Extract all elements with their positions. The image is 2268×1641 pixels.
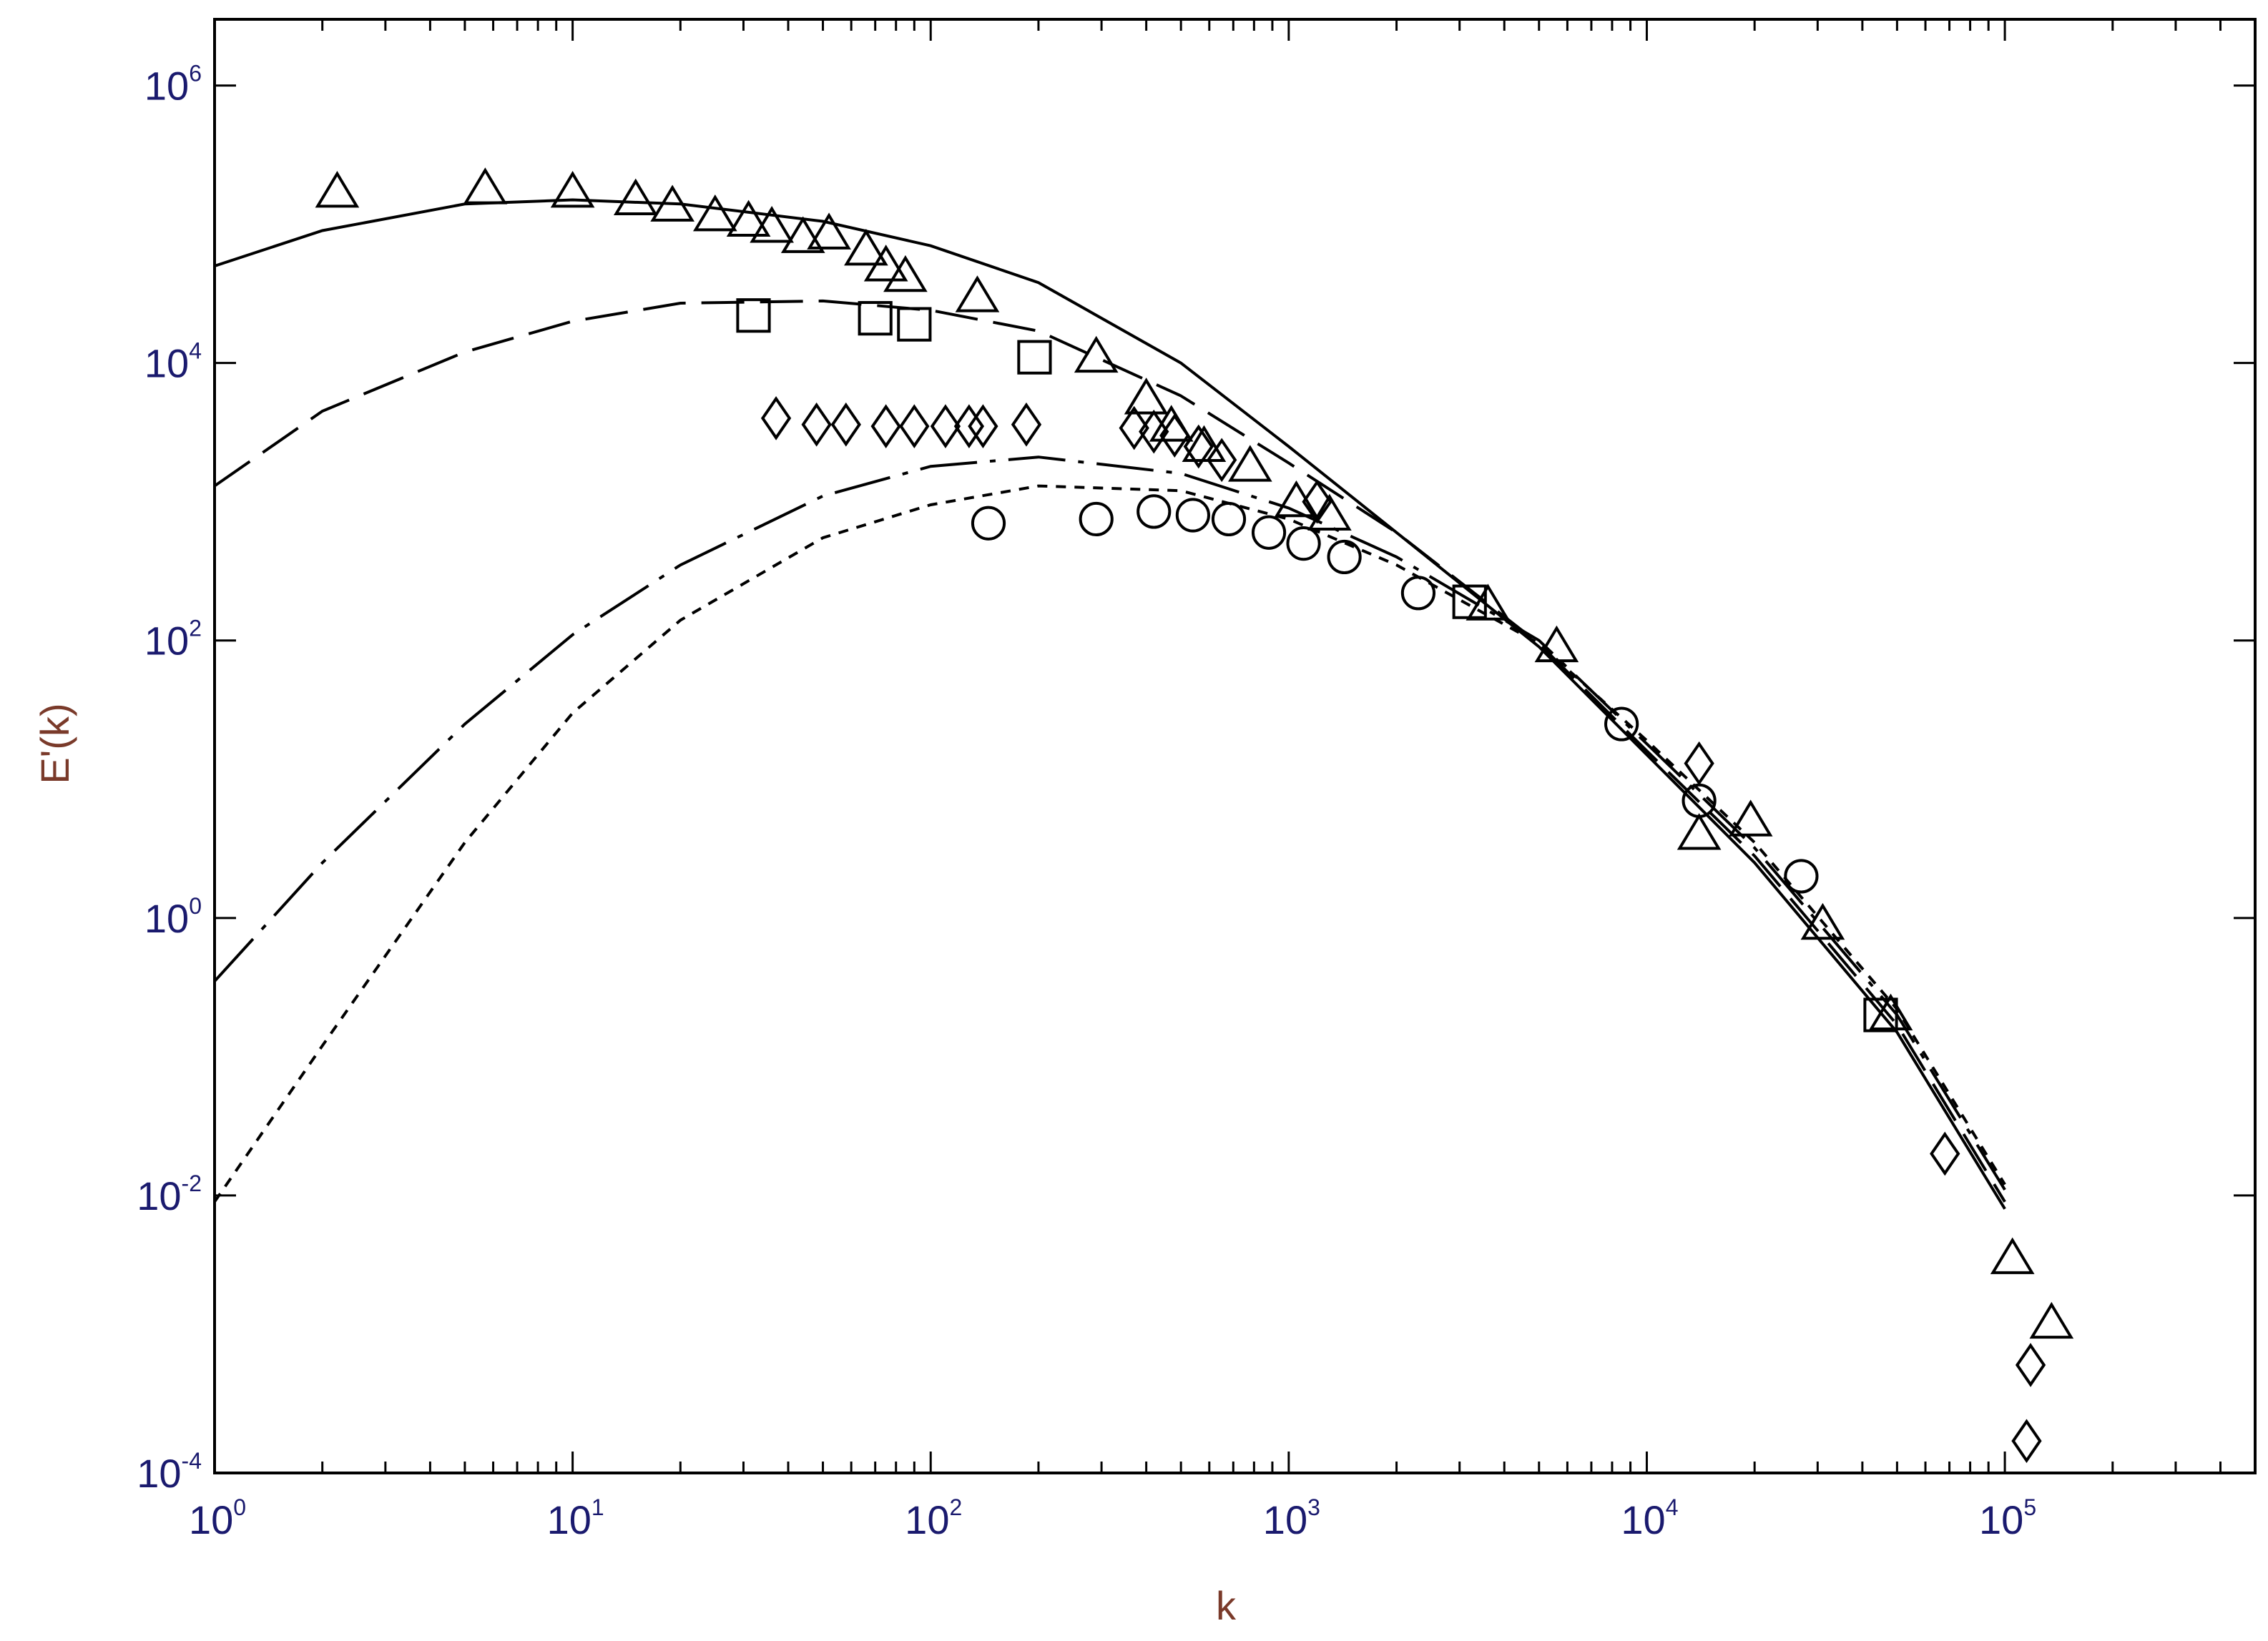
triangle-marker [1074,335,1119,373]
triangle-marker [726,199,771,237]
circle-marker [1400,576,1436,611]
triangle-marker [613,178,658,215]
curve-solid [214,198,2006,1210]
circle-marker [1286,526,1321,561]
triangle-marker [807,212,851,250]
circle-marker [1079,501,1114,537]
y-axis-label: E'(k) [32,703,77,784]
diamond-marker [1139,409,1169,454]
diamond-marker [801,402,832,447]
triangle-marker [315,171,360,208]
triangle-marker [1728,799,1773,837]
diamond-marker [1930,1131,1960,1176]
triangle-marker [1677,813,1722,850]
circle-marker [1175,498,1210,533]
circle-marker [1604,706,1639,741]
triangle-marker [863,245,908,282]
y-tick-label: 106 [144,61,202,109]
triangle-marker [780,216,825,253]
triangle-marker [1800,902,1845,940]
triangle-marker [1227,445,1272,482]
x-axis-label: k [1216,1583,1237,1628]
triangle-marker [955,275,1000,312]
y-tick-labels: 10-4 10-2 100 102 104 106 [137,61,202,1496]
triangle-marker [463,167,508,204]
y-tick-label: 102 [144,616,202,664]
x-tick-label: 105 [1979,1494,2036,1542]
triangle-marker [883,255,928,292]
x-tick-label: 104 [1621,1494,1678,1542]
triangle-marker [1466,583,1511,621]
diamond-marker [2011,1419,2042,1464]
diamond-marker [1119,405,1149,450]
y-tick-label: 10-4 [137,1448,202,1496]
x-tick-labels: 100 101 102 103 104 105 [189,1494,2036,1542]
triangle-marker [650,184,694,222]
triangle-marker [1534,625,1579,663]
diamond-marker [953,404,985,448]
diamond-marker [760,396,792,440]
circle-marker [971,506,1006,541]
diamond-marker [1684,741,1714,786]
square-marker [1017,340,1052,375]
x-tick-label: 102 [905,1494,962,1542]
triangle-marker [550,171,595,208]
diamond-marker [1207,438,1237,483]
circle-marker [1682,783,1717,818]
diamond-marker [899,404,930,448]
square-marker [858,301,893,336]
triangle-marker [1990,1237,2035,1274]
triangle-marker [692,194,737,232]
diamond-marker [968,404,998,448]
circle-marker [1327,539,1362,575]
marker-layer [315,167,2074,1464]
curve-dash-dot [213,455,2006,1191]
x-tick-label: 101 [547,1494,604,1542]
diamond-marker [1183,424,1214,469]
curve-dotted [213,484,2006,1203]
triangle-marker [2029,1301,2074,1339]
plot-frame [213,18,2257,1474]
square-marker [736,298,771,333]
diamond-marker [2015,1343,2046,1387]
triangle-marker [750,206,794,243]
diamond-marker [1011,402,1042,447]
diamond-marker [1159,413,1190,458]
square-marker [1863,997,1898,1033]
square-marker [1452,584,1487,619]
diamond-marker [830,402,861,447]
circle-marker [1137,494,1172,529]
diamond-marker [870,404,901,448]
circle-marker [1211,501,1247,537]
x-tick-label: 103 [1263,1494,1320,1542]
triangle-marker [1307,493,1352,531]
x-tick-label: 100 [189,1494,246,1542]
diamond-marker [930,404,961,448]
y-tick-label: 100 [144,893,202,941]
square-marker [897,307,932,342]
diamond-marker [1302,479,1332,524]
y-tick-label: 10-2 [137,1171,202,1218]
circle-marker [1251,515,1287,550]
y-tick-label: 104 [144,338,202,386]
circle-marker [1784,859,1819,894]
triangle-marker [1868,993,1913,1030]
triangle-marker [1124,378,1169,415]
triangle-marker [844,229,888,266]
